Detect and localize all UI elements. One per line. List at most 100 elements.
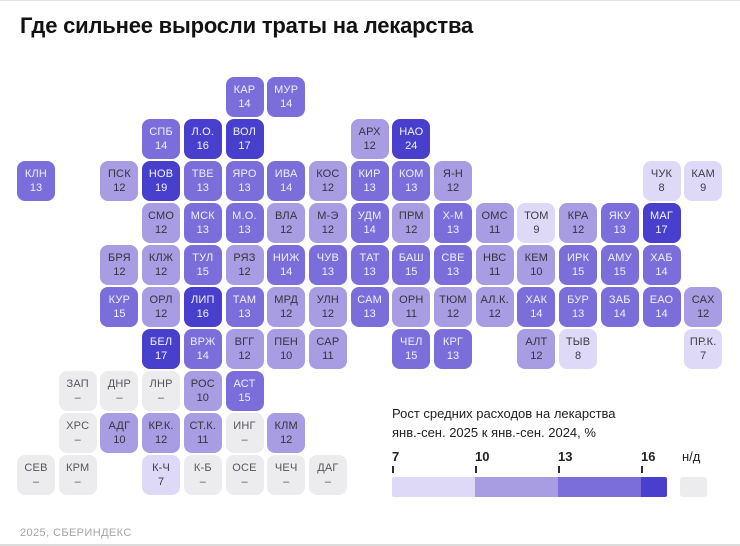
region-tile: НОВ 19 [142, 161, 181, 201]
region-value: 12 [280, 223, 293, 236]
region-value: – [158, 391, 165, 404]
region-code: САР [316, 335, 340, 348]
region-code: Я-Н [442, 167, 464, 180]
legend-color-segment [641, 477, 667, 497]
region-value: 12 [154, 307, 168, 320]
legend-title-line1: Рост средних расходов на лекарства [392, 406, 616, 421]
region-code: НАО [399, 125, 424, 138]
region-code: КУР [108, 293, 131, 306]
region-value: 12 [238, 349, 251, 362]
region-value: 12 [238, 265, 251, 278]
region-tile: НВС 11 [475, 245, 514, 285]
region-value: 13 [363, 307, 376, 320]
region-value: 12 [321, 181, 335, 194]
region-value: 12 [154, 223, 168, 236]
region-code: К-Ч [152, 461, 171, 474]
legend-scale: н/д 7 10 13 16 [392, 450, 722, 512]
region-value: 8 [658, 181, 665, 194]
region-tile: ЛИП 16 [183, 287, 222, 327]
region-code: РОС [190, 377, 215, 390]
region-code: АМУ [607, 251, 632, 264]
region-tile: СЕВ – [17, 455, 55, 495]
region-code: ЧУВ [316, 251, 340, 264]
region-value: 13 [446, 349, 460, 362]
region-code: САМ [357, 293, 382, 306]
region-value: 12 [446, 181, 460, 194]
region-tile: КАМ 9 [684, 161, 723, 201]
region-tile: Х-М 13 [434, 203, 472, 243]
region-value: – [116, 391, 123, 404]
region-tile: ЧЕЛ 15 [392, 329, 431, 369]
region-tile: САХ 12 [684, 287, 723, 327]
region-tile: ЛНР – [142, 371, 181, 411]
region-code: ИВА [274, 167, 298, 180]
region-value: 15 [405, 265, 418, 278]
legend-title-line2: янв.-сен. 2025 к янв.-сен. 2024, % [392, 425, 596, 440]
region-tile: К-Ч 7 [142, 455, 181, 495]
region-code: КЛЖ [148, 251, 174, 264]
region-tile: ЯРО 13 [225, 161, 264, 201]
region-code: ВРЖ [190, 335, 216, 348]
region-tile: АДГ 10 [100, 413, 139, 453]
region-value: 12 [488, 307, 501, 320]
region-code: МАГ [649, 209, 674, 222]
region-value: 14 [655, 307, 668, 320]
region-value: 14 [655, 265, 668, 278]
region-code: ИРК [566, 251, 590, 264]
region-value: 13 [238, 223, 251, 236]
region-tile: БУР 13 [559, 287, 598, 327]
region-tile: ТАМ 13 [225, 287, 264, 327]
region-code: ЕАО [649, 293, 674, 306]
region-code: ОМС [481, 209, 508, 222]
region-tile: ЧЕЧ – [267, 455, 306, 495]
region-code: ВЛА [275, 209, 298, 222]
region-tile: КОМ 13 [392, 161, 431, 201]
region-code: МУР [274, 83, 299, 96]
region-value: 11 [405, 307, 417, 320]
legend-tick-label: 13 [558, 449, 573, 464]
region-code: ТЫВ [565, 335, 591, 348]
region-value: 12 [321, 307, 335, 320]
region-code: ТЮМ [439, 293, 467, 306]
region-tile: БАШ 15 [392, 245, 431, 285]
region-value: 13 [405, 181, 418, 194]
region-value: 9 [700, 181, 707, 194]
legend-color-bar [392, 477, 667, 497]
region-value: – [241, 475, 248, 488]
region-code: БРЯ [107, 251, 131, 264]
region-code: СВЕ [441, 251, 465, 264]
region-value: 10 [196, 391, 209, 404]
region-value: 15 [613, 265, 626, 278]
region-tile: КИР 13 [350, 161, 389, 201]
region-value: 15 [196, 265, 209, 278]
region-value: 17 [238, 139, 251, 152]
region-tile: ДАГ – [308, 455, 347, 495]
region-value: 12 [697, 307, 710, 320]
region-value: – [241, 433, 248, 446]
region-value: 15 [113, 307, 126, 320]
region-tile: ПСК 12 [100, 161, 139, 201]
source-credit: 2025, СБЕРИНДЕКС [20, 527, 132, 539]
region-value: 12 [571, 223, 585, 236]
region-code: НИЖ [272, 251, 300, 264]
region-tile: СПБ 14 [142, 119, 181, 159]
region-code: ТАТ [359, 251, 380, 264]
region-code: КР.К. [148, 419, 174, 432]
region-value: 14 [280, 265, 293, 278]
region-tile: ЕАО 14 [642, 287, 681, 327]
region-value: 10 [280, 349, 293, 362]
region-code: ДНР [107, 377, 132, 390]
region-tile: КЛН 13 [17, 161, 55, 201]
region-value: 15 [238, 391, 251, 404]
region-tile: СТ.К. 11 [183, 413, 222, 453]
region-tile: САМ 13 [350, 287, 389, 327]
region-code: УЛН [316, 293, 340, 306]
region-tile: ИРК 15 [559, 245, 598, 285]
region-value: 12 [113, 181, 126, 194]
region-value: 13 [446, 223, 460, 236]
region-tile: ТВЕ 13 [183, 161, 222, 201]
region-code: САХ [691, 293, 715, 306]
region-value: 11 [197, 433, 209, 446]
region-value: 14 [280, 181, 293, 194]
region-tile: КОС 12 [308, 161, 347, 201]
